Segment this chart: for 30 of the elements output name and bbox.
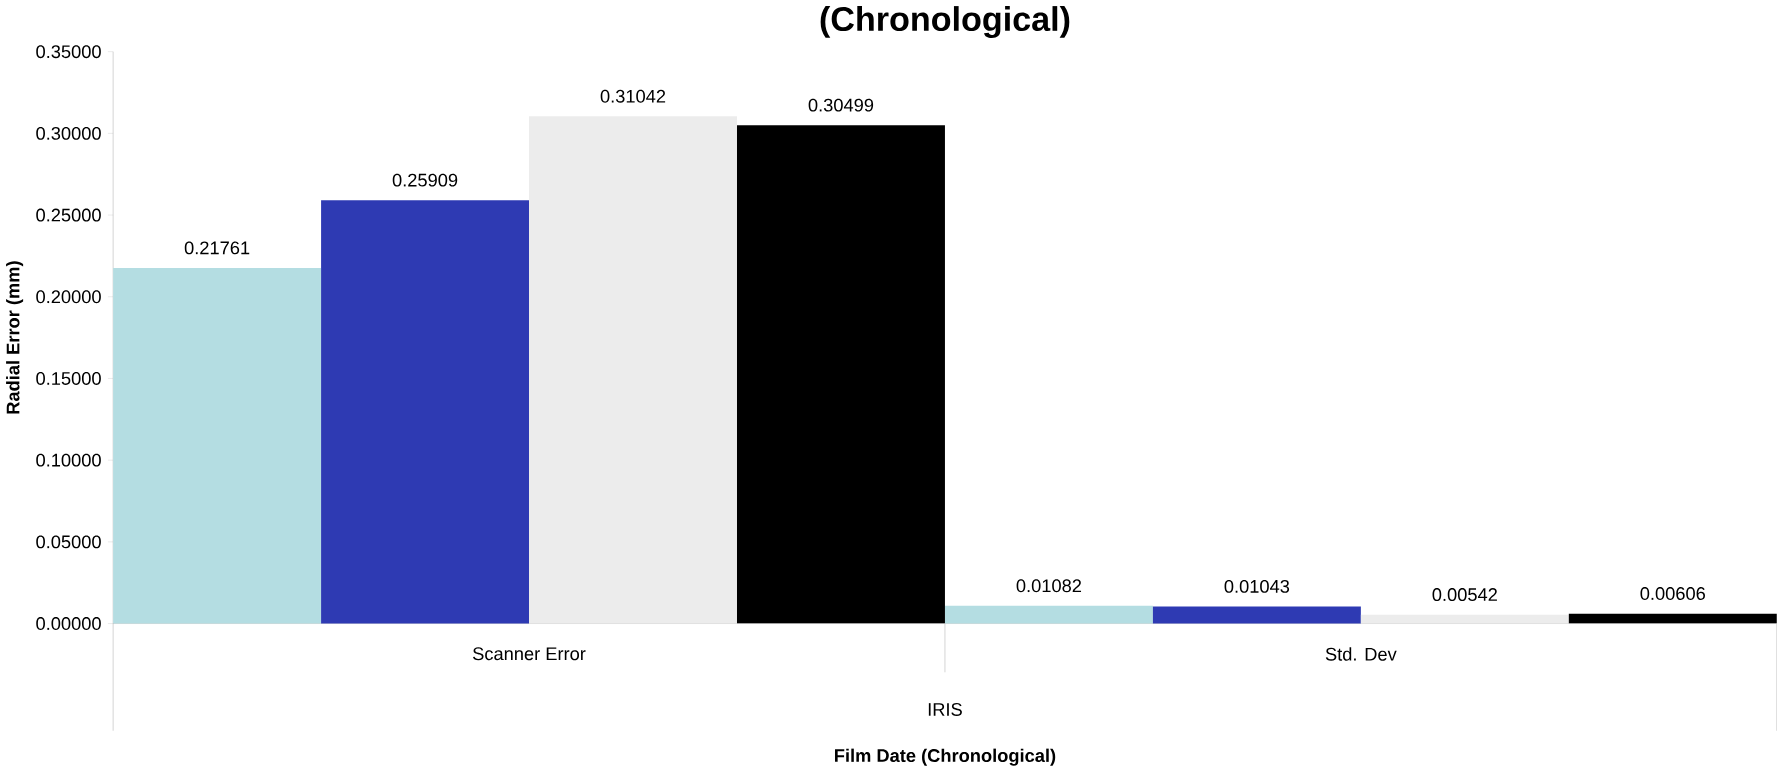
- y-tick-label: 0.25000: [36, 208, 101, 222]
- y-tick-label: 0.30000: [36, 126, 101, 140]
- x-tick-label: Std. Dev: [1325, 647, 1397, 661]
- y-tick-label: 0.35000: [36, 45, 101, 59]
- y-tick-label: 0.00000: [36, 617, 101, 631]
- bar: [529, 116, 737, 624]
- y-tick-label: 0.20000: [36, 290, 101, 304]
- bar: [1568, 613, 1777, 624]
- bar: [113, 268, 322, 624]
- bar: [1152, 606, 1361, 624]
- x-tick-label: Scanner Error: [472, 647, 586, 661]
- y-axis-title: Radial Error (mm): [6, 261, 24, 414]
- y-tick-label: 0.10000: [36, 453, 101, 467]
- data-label: 0.30499: [808, 98, 874, 112]
- data-label: 0.21761: [184, 241, 250, 255]
- data-label: 0.31042: [600, 89, 666, 103]
- y-tick-label: 0.05000: [36, 535, 101, 549]
- bar: [944, 605, 1153, 624]
- bar: [736, 125, 945, 624]
- data-label: 0.00606: [1640, 587, 1706, 601]
- bar: [1360, 614, 1569, 624]
- data-label: 0.25909: [392, 173, 458, 187]
- x-axis-title: Film Date (Chronological): [835, 748, 1056, 766]
- data-label: 0.01082: [1016, 579, 1082, 593]
- y-tick-label: 0.15000: [36, 372, 101, 385]
- chart-title: (Chronological): [820, 6, 1070, 39]
- bar: [321, 200, 530, 624]
- data-label: 0.00542: [1432, 588, 1497, 602]
- text: IRIS: [928, 703, 962, 716]
- data-label: 0.01043: [1224, 580, 1290, 593]
